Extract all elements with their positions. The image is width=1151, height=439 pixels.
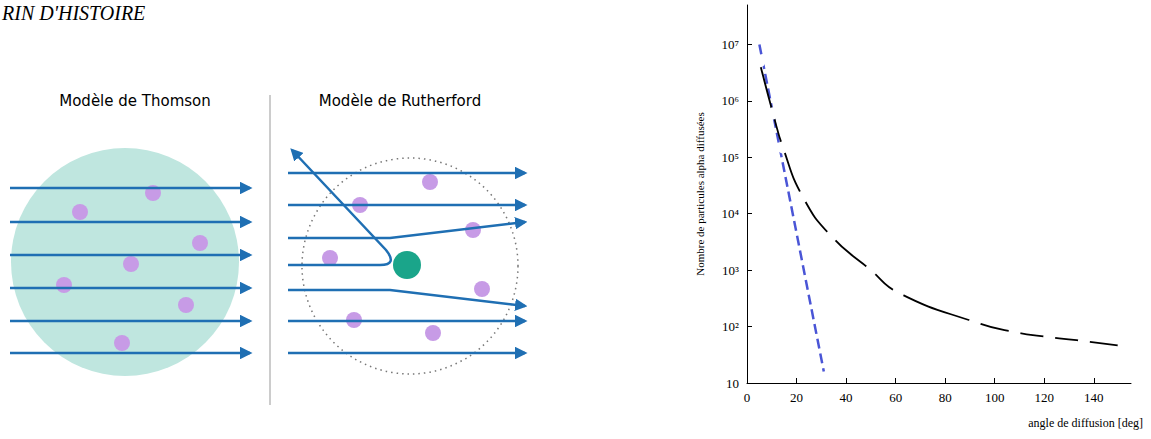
svg-text:Nombre de particules alpha dif: Nombre de particules alpha diffusées: [694, 112, 706, 276]
svg-text:Modèle de Rutherford: Modèle de Rutherford: [319, 92, 481, 110]
svg-text:140: 140: [1084, 390, 1104, 405]
svg-text:10²: 10²: [722, 319, 739, 334]
svg-text:10⁷: 10⁷: [721, 37, 739, 52]
svg-text:angle de diffusion [deg]: angle de diffusion [deg]: [1028, 416, 1143, 430]
svg-text:RIN D'HISTOIRE: RIN D'HISTOIRE: [1, 2, 145, 24]
svg-text:Modèle de Thomson: Modèle de Thomson: [59, 92, 211, 110]
svg-text:10: 10: [726, 376, 739, 391]
svg-text:10⁶: 10⁶: [721, 93, 739, 108]
svg-text:10³: 10³: [722, 263, 739, 278]
svg-text:120: 120: [1035, 390, 1055, 405]
svg-text:80: 80: [939, 390, 952, 405]
svg-text:40: 40: [840, 390, 853, 405]
svg-text:20: 20: [790, 390, 803, 405]
svg-text:100: 100: [985, 390, 1005, 405]
svg-text:10⁵: 10⁵: [721, 150, 739, 165]
svg-text:60: 60: [889, 390, 902, 405]
svg-text:0: 0: [744, 390, 751, 405]
svg-text:10⁴: 10⁴: [721, 206, 739, 221]
